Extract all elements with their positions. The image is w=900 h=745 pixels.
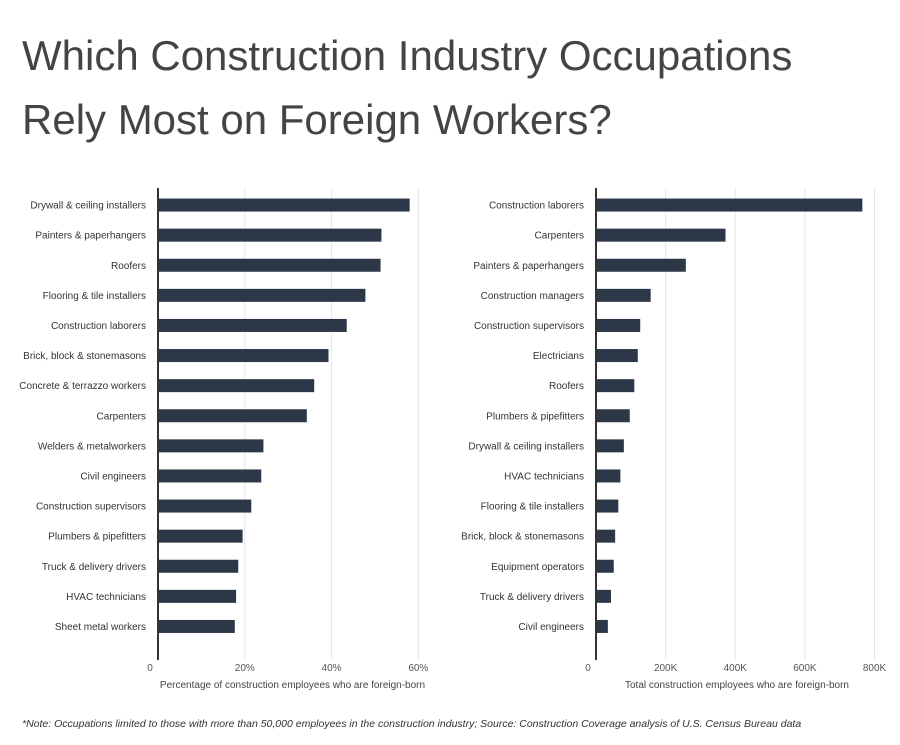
bar	[596, 379, 635, 393]
category-label: Civil engineers	[80, 471, 146, 482]
tick-label: 40%	[322, 663, 342, 674]
category-label: Sheet metal workers	[55, 622, 146, 633]
bar	[596, 439, 624, 453]
category-label: Construction laborers	[51, 321, 146, 332]
bar	[596, 349, 638, 363]
category-label: Truck & delivery drivers	[42, 562, 146, 573]
foreign-born-percentage-chart: Drywall & ceiling installers Painters & p…	[0, 180, 450, 695]
category-label: HVAC technicians	[504, 471, 584, 482]
bar	[158, 469, 262, 483]
category-label: Construction supervisors	[36, 502, 146, 513]
category-label: Welders & metalworkers	[38, 441, 146, 452]
bar	[158, 258, 381, 272]
bar	[596, 619, 608, 633]
category-label: Painters & paperhangers	[35, 231, 146, 242]
category-label: Brick, block & stonemasons	[461, 532, 584, 543]
bar	[596, 198, 863, 212]
bar	[596, 228, 726, 242]
bar	[158, 529, 243, 543]
category-label: Carpenters	[535, 231, 584, 242]
total-chart-svg: Construction laborers Carpenters Painters …	[461, 188, 887, 691]
tick-label: 0	[147, 663, 153, 674]
bar	[596, 499, 619, 513]
category-label: Painters & paperhangers	[473, 261, 584, 272]
category-label: Plumbers & pipefitters	[486, 411, 584, 422]
category-label: Roofers	[549, 381, 584, 392]
category-label: Brick, block & stonemasons	[23, 351, 146, 362]
tick-label: 400K	[724, 663, 748, 674]
percentage-chart-svg: Drywall & ceiling installers Painters & p…	[19, 188, 428, 691]
tick-label: 800K	[863, 663, 887, 674]
page-title: Which Construction Industry Occupations …	[22, 32, 793, 143]
category-label: Construction laborers	[489, 201, 584, 212]
bar	[596, 559, 614, 573]
x-axis-label: Total construction employees who are for…	[625, 680, 849, 691]
category-label: Roofers	[111, 261, 146, 272]
category-label: Plumbers & pipefitters	[48, 532, 146, 543]
bar	[158, 409, 307, 423]
tick-label: 200K	[654, 663, 678, 674]
bar	[596, 469, 621, 483]
category-label: Civil engineers	[518, 622, 584, 633]
category-label: Carpenters	[97, 411, 146, 422]
category-label: HVAC technicians	[66, 592, 146, 603]
category-label: Construction managers	[481, 291, 584, 302]
bar	[158, 499, 252, 513]
foreign-born-total-chart: Construction laborers Carpenters Painters …	[450, 180, 900, 695]
bar	[158, 198, 410, 212]
tick-label: 0	[585, 663, 591, 674]
category-label: Flooring & tile installers	[481, 502, 584, 513]
tick-label: 600K	[793, 663, 817, 674]
bar	[158, 288, 366, 302]
bar	[158, 228, 382, 242]
category-label: Electricians	[533, 351, 584, 362]
source-note: *Note: Occupations limited to those with…	[22, 718, 802, 730]
category-label: Concrete & terrazzo workers	[19, 381, 146, 392]
x-axis-label: Percentage of construction employees who…	[160, 680, 425, 691]
bar	[596, 589, 611, 603]
category-label: Truck & delivery drivers	[480, 592, 584, 603]
bar	[596, 318, 641, 332]
tick-label: 60%	[408, 663, 428, 674]
bar	[596, 409, 630, 423]
category-label: Drywall & ceiling installers	[468, 441, 584, 452]
bar	[158, 439, 264, 453]
bar	[158, 379, 315, 393]
category-label: Construction supervisors	[474, 321, 584, 332]
bar	[158, 589, 237, 603]
bar	[158, 349, 329, 363]
tick-label: 20%	[235, 663, 255, 674]
category-label: Drywall & ceiling installers	[30, 201, 146, 212]
category-label: Equipment operators	[491, 562, 584, 573]
bar	[596, 258, 686, 272]
bar	[158, 318, 347, 332]
bar	[596, 529, 616, 543]
bar	[158, 619, 235, 633]
bar	[158, 559, 239, 573]
category-label: Flooring & tile installers	[43, 291, 146, 302]
bar	[596, 288, 651, 302]
